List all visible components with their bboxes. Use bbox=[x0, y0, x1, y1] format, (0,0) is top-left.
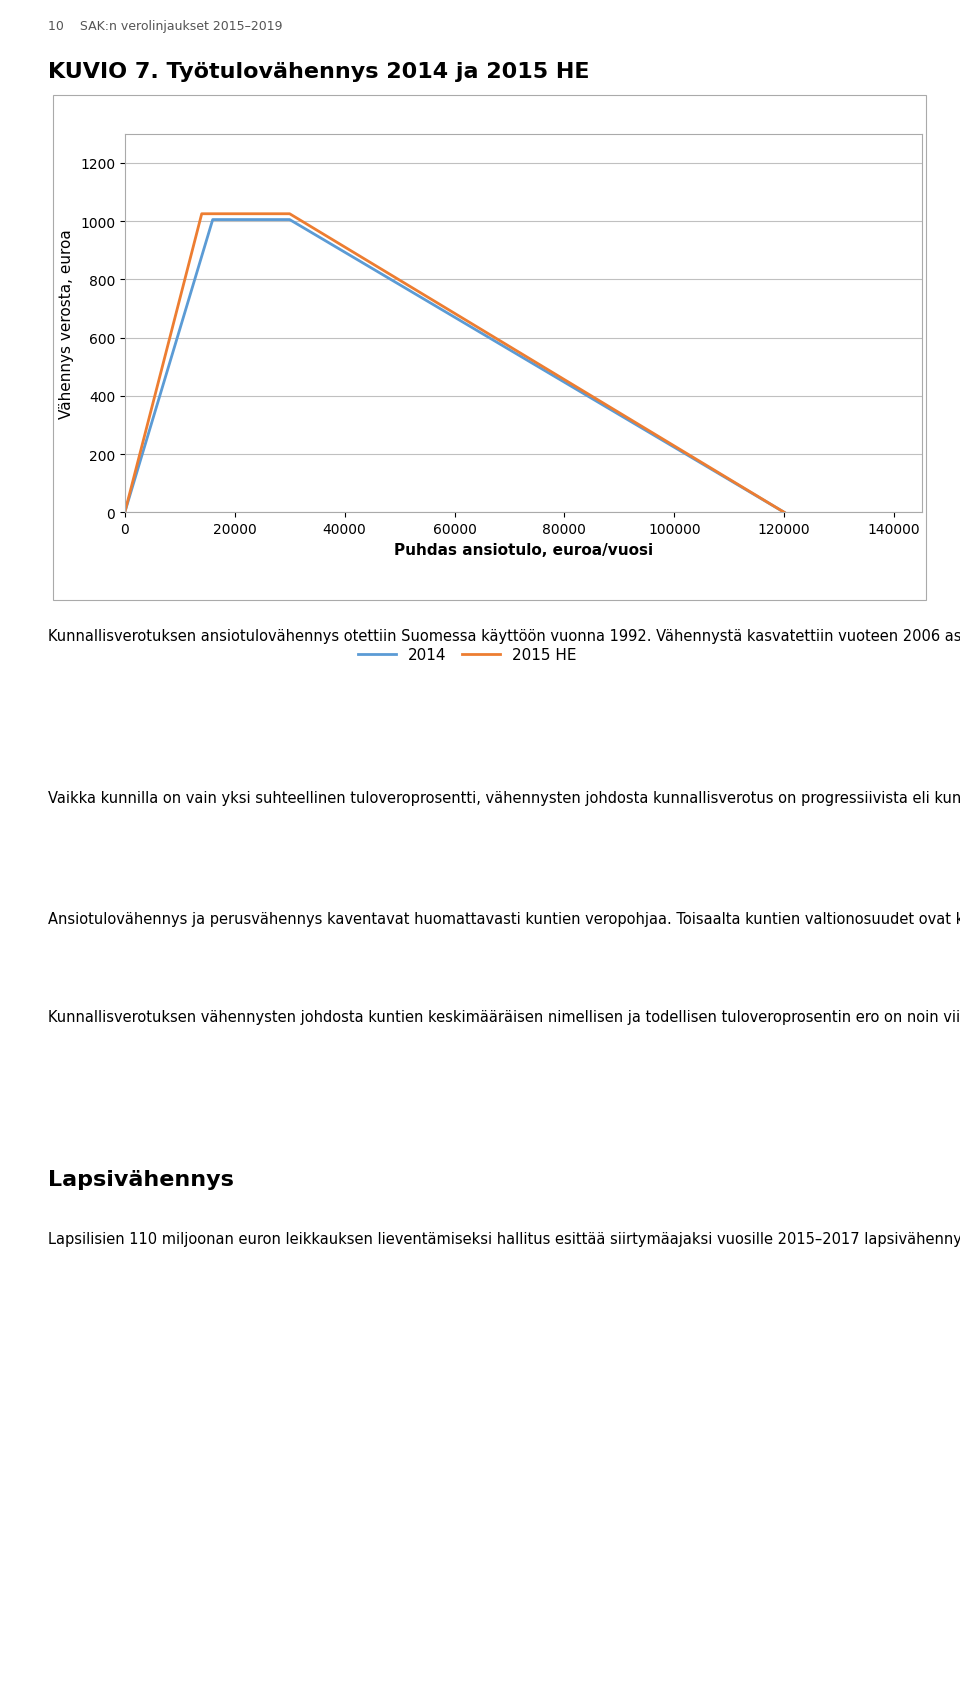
2015 HE bbox=[779, 503, 790, 523]
Text: Ansiotulovähennys ja perusvähennys kaventavat huomattavasti kuntien veropohjaa. : Ansiotulovähennys ja perusvähennys kaven… bbox=[48, 912, 960, 927]
Line: 2015 HE: 2015 HE bbox=[125, 215, 784, 513]
2014 bbox=[207, 210, 219, 230]
2014 bbox=[119, 503, 131, 523]
Text: Kunnallisverotuksen vähennysten johdosta kuntien keskimääräisen nimellisen ja to: Kunnallisverotuksen vähennysten johdosta… bbox=[48, 1009, 960, 1024]
X-axis label: Puhdas ansiotulo, euroa/vuosi: Puhdas ansiotulo, euroa/vuosi bbox=[394, 542, 653, 557]
2015 HE bbox=[196, 205, 207, 225]
Text: 10    SAK:n verolinjaukset 2015–2019: 10 SAK:n verolinjaukset 2015–2019 bbox=[48, 20, 282, 34]
2014 bbox=[779, 503, 790, 523]
Text: Lapsivähennys: Lapsivähennys bbox=[48, 1169, 234, 1189]
Text: Kunnallisverotuksen ansiotulovähennys otettiin Suomessa käyttöön vuonna 1992. Vä: Kunnallisverotuksen ansiotulovähennys ot… bbox=[48, 629, 960, 644]
Text: Vaikka kunnilla on vain yksi suhteellinen tuloveroprosentti, vähennysten johdost: Vaikka kunnilla on vain yksi suhteelline… bbox=[48, 791, 960, 806]
Line: 2014: 2014 bbox=[125, 220, 784, 513]
Text: KUVIO 7. Työtulovähennys 2014 ja 2015 HE: KUVIO 7. Työtulovähennys 2014 ja 2015 HE bbox=[48, 62, 589, 82]
Text: Lapsilisien 110 miljoonan euron leikkauksen lieventämiseksi hallitus esittää sii: Lapsilisien 110 miljoonan euron leikkauk… bbox=[48, 1231, 960, 1246]
2015 HE bbox=[119, 503, 131, 523]
2014 bbox=[284, 210, 296, 230]
Y-axis label: Vähennys verosta, euroa: Vähennys verosta, euroa bbox=[60, 229, 74, 419]
2015 HE bbox=[284, 205, 296, 225]
Legend: 2014, 2015 HE: 2014, 2015 HE bbox=[351, 643, 583, 669]
